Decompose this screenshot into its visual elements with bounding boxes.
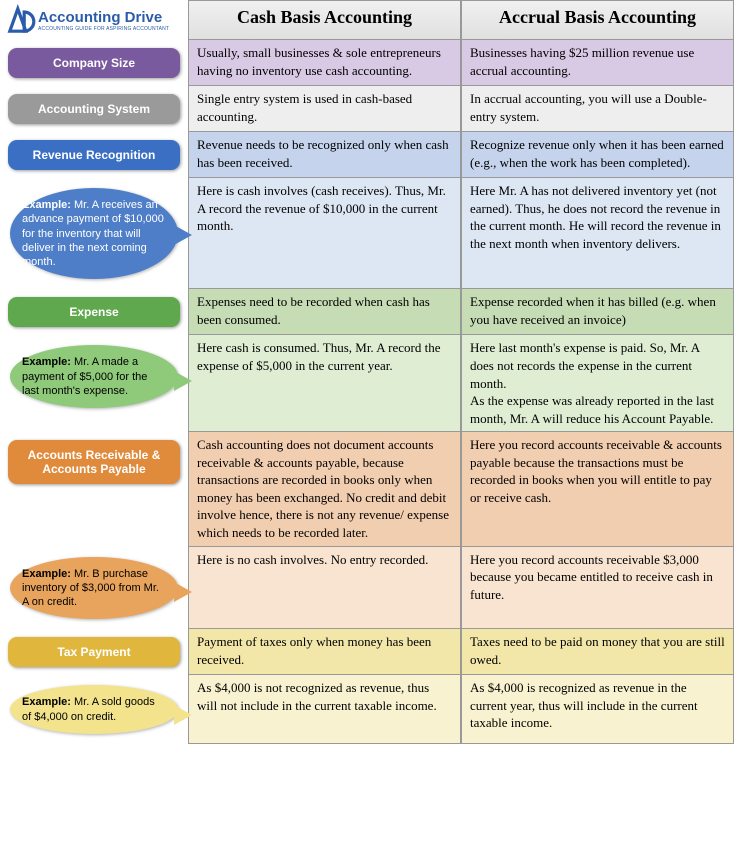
row-accounting-system: Accounting System Single entry system is…	[0, 86, 734, 132]
cell-arap-cash: Cash accounting does not document accoun…	[188, 432, 461, 546]
cell-revenue-cash: Revenue needs to be recognized only when…	[188, 132, 461, 178]
row-revenue-recognition: Revenue Recognition Revenue needs to be …	[0, 132, 734, 178]
cell-system-accrual: In accrual accounting, you will use a Do…	[461, 86, 734, 132]
logo: Accounting Drive ACCOUNTING GUIDE FOR AS…	[0, 0, 188, 40]
cell-revenue-ex-cash: Here is cash involves (cash receives). T…	[188, 178, 461, 289]
row-tax-example: Example: Mr. A sold goods of $4,000 on c…	[0, 675, 734, 744]
example-label: Example:	[22, 356, 71, 368]
cell-tax-accrual: Taxes need to be paid on money that you …	[461, 629, 734, 675]
bubble-revenue-example: Example: Mr. A receives an advance payme…	[10, 188, 178, 279]
cell-tax-ex-accrual: As $4,000 is recognized as revenue in th…	[461, 675, 734, 744]
cell-company-cash: Usually, small businesses & sole entrepr…	[188, 40, 461, 86]
pill-expense: Expense	[8, 297, 180, 327]
logo-icon	[4, 4, 38, 36]
row-company-size: Company Size Usually, small businesses &…	[0, 40, 734, 86]
cell-company-accrual: Businesses having $25 million revenue us…	[461, 40, 734, 86]
row-expense: Expense Expenses need to be recorded whe…	[0, 289, 734, 335]
cell-arap-ex-cash: Here is no cash involves. No entry recor…	[188, 547, 461, 630]
example-label: Example:	[22, 568, 71, 580]
cell-tax-cash: Payment of taxes only when money has bee…	[188, 629, 461, 675]
logo-title: Accounting Drive	[38, 9, 169, 26]
column-header-accrual: Accrual Basis Accounting	[461, 0, 734, 40]
pill-company-size: Company Size	[8, 48, 180, 78]
cell-arap-ex-accrual: Here you record accounts receivable $3,0…	[461, 547, 734, 630]
row-ar-ap: Accounts Receivable & Accounts Payable C…	[0, 432, 734, 546]
bubble-tax-example: Example: Mr. A sold goods of $4,000 on c…	[10, 685, 178, 734]
cell-expense-cash: Expenses need to be recorded when cash h…	[188, 289, 461, 335]
example-label: Example:	[22, 199, 71, 211]
cell-expense-ex-cash: Here cash is consumed. Thus, Mr. A recor…	[188, 335, 461, 432]
row-revenue-example: Example: Mr. A receives an advance payme…	[0, 178, 734, 289]
pill-accounting-system: Accounting System	[8, 94, 180, 124]
logo-subtitle: ACCOUNTING GUIDE FOR ASPIRING ACCOUNTANT	[38, 26, 169, 32]
cell-tax-ex-cash: As $4,000 is not recognized as revenue, …	[188, 675, 461, 744]
pill-tax-payment: Tax Payment	[8, 637, 180, 667]
cell-expense-accrual: Expense recorded when it has billed (e.g…	[461, 289, 734, 335]
cell-arap-accrual: Here you record accounts receivable & ac…	[461, 432, 734, 546]
cell-system-cash: Single entry system is used in cash-base…	[188, 86, 461, 132]
row-expense-example: Example: Mr. A made a payment of $5,000 …	[0, 335, 734, 432]
column-header-cash: Cash Basis Accounting	[188, 0, 461, 40]
bubble-arap-example: Example: Mr. B purchase inventory of $3,…	[10, 557, 178, 620]
pill-revenue-recognition: Revenue Recognition	[8, 140, 180, 170]
cell-revenue-ex-accrual: Here Mr. A has not delivered inventory y…	[461, 178, 734, 289]
cell-revenue-accrual: Recognize revenue only when it has been …	[461, 132, 734, 178]
example-label: Example:	[22, 696, 71, 708]
pill-ar-ap: Accounts Receivable & Accounts Payable	[8, 440, 180, 484]
cell-expense-ex-accrual: Here last month's expense is paid. So, M…	[461, 335, 734, 432]
row-tax-payment: Tax Payment Payment of taxes only when m…	[0, 629, 734, 675]
bubble-expense-example: Example: Mr. A made a payment of $5,000 …	[10, 345, 178, 408]
row-ar-ap-example: Example: Mr. B purchase inventory of $3,…	[0, 547, 734, 630]
header-row: Accounting Drive ACCOUNTING GUIDE FOR AS…	[0, 0, 734, 40]
